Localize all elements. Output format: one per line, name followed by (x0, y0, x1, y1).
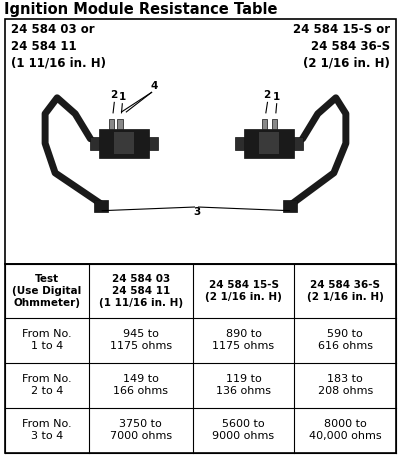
Text: 119 to
136 ohms: 119 to 136 ohms (216, 374, 271, 396)
Bar (262, 118, 267, 128)
Text: From No.
1 to 4: From No. 1 to 4 (22, 329, 72, 351)
Bar (99, 128, 149, 158)
Text: 4: 4 (151, 81, 158, 91)
Text: 24 584 03 or
24 584 11
(1 11/16 in. H): 24 584 03 or 24 584 11 (1 11/16 in. H) (11, 23, 106, 70)
Text: 2: 2 (263, 90, 270, 100)
Text: 1: 1 (119, 92, 126, 102)
Bar (235, 137, 244, 150)
Bar (272, 118, 277, 128)
Text: 590 to
616 ohms: 590 to 616 ohms (318, 329, 373, 351)
Text: 1: 1 (273, 92, 280, 102)
Text: 945 to
1175 ohms: 945 to 1175 ohms (110, 329, 172, 351)
Bar (114, 132, 134, 154)
Text: 24 584 15-S or
24 584 36-S
(2 1/16 in. H): 24 584 15-S or 24 584 36-S (2 1/16 in. H… (293, 23, 390, 70)
Text: 890 to
1175 ohms: 890 to 1175 ohms (213, 329, 275, 351)
Bar (5, 19, 396, 264)
Bar (5, 264, 396, 453)
Text: 3: 3 (193, 207, 200, 217)
Text: Ignition Module Resistance Table: Ignition Module Resistance Table (4, 2, 277, 17)
Bar (294, 137, 303, 150)
Text: 24 584 36-S
(2 1/16 in. H): 24 584 36-S (2 1/16 in. H) (307, 280, 384, 302)
Bar (283, 200, 297, 212)
Text: From No.
3 to 4: From No. 3 to 4 (22, 419, 72, 441)
Text: 3750 to
7000 ohms: 3750 to 7000 ohms (110, 419, 172, 441)
Text: 5600 to
9000 ohms: 5600 to 9000 ohms (213, 419, 275, 441)
Bar (109, 118, 114, 128)
Text: From No.
2 to 4: From No. 2 to 4 (22, 374, 72, 396)
Bar (259, 132, 279, 154)
Bar (117, 118, 123, 128)
Bar (91, 137, 99, 150)
Text: Test
(Use Digital
Ohmmeter): Test (Use Digital Ohmmeter) (12, 274, 81, 308)
Bar (244, 128, 294, 158)
Text: 24 584 15-S
(2 1/16 in. H): 24 584 15-S (2 1/16 in. H) (205, 280, 282, 302)
Text: 8000 to
40,000 ohms: 8000 to 40,000 ohms (309, 419, 382, 441)
Text: 24 584 03
24 584 11
(1 11/16 in. H): 24 584 03 24 584 11 (1 11/16 in. H) (99, 274, 183, 308)
Text: 2: 2 (110, 90, 117, 100)
Bar (149, 137, 158, 150)
Bar (94, 200, 108, 212)
Text: 149 to
166 ohms: 149 to 166 ohms (113, 374, 168, 396)
Text: 183 to
208 ohms: 183 to 208 ohms (318, 374, 373, 396)
